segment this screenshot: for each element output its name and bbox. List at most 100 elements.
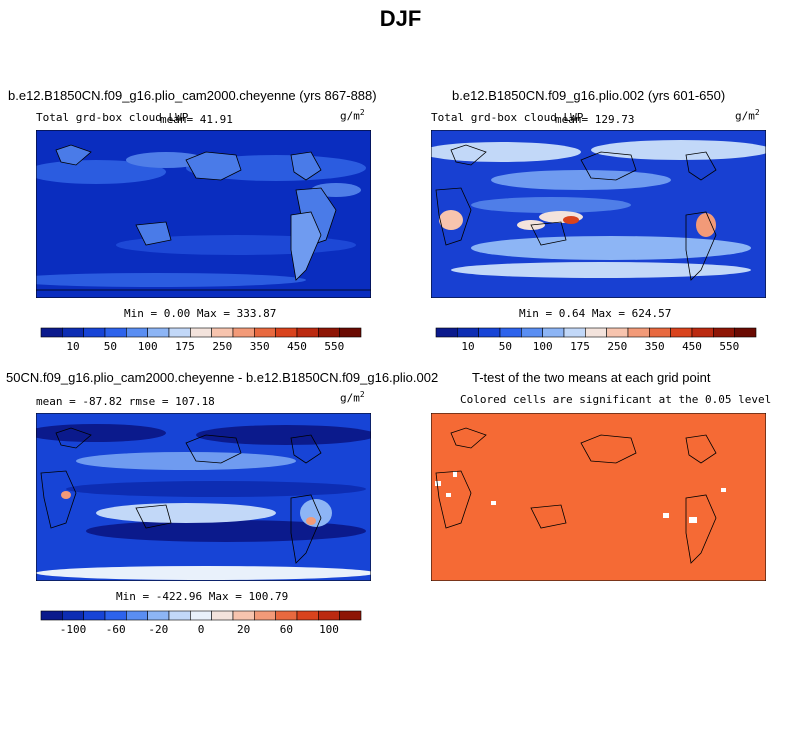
panel-3-minmax: Min = -422.96 Max = 100.79	[116, 590, 289, 603]
panel-1-australia	[135, 221, 172, 246]
panel-2-south-america	[685, 211, 717, 281]
panel-3-colorbar-swatch	[147, 610, 170, 621]
panel-1-map	[36, 130, 371, 298]
panel-1-colorbar-swatch	[318, 327, 340, 338]
panel-2-asia-east	[450, 144, 487, 166]
panel-2-colorbar-swatch	[478, 327, 501, 338]
panel-2-colorbar-swatch	[627, 327, 650, 338]
panel-2-continents	[435, 144, 717, 281]
panel-1-colorbar-tick-label: 450	[287, 340, 307, 353]
panel-4-title: T-test of the two means at each grid poi…	[472, 370, 711, 385]
panel-4-significance-field	[431, 413, 766, 581]
panel-3-africa	[40, 470, 77, 529]
panel-1-south-america	[290, 211, 322, 281]
panel-3-colorbar-tick-label: 60	[280, 623, 293, 636]
panel-3-asia-east	[55, 427, 92, 449]
panel-2-colorbar-tick-label: 100	[533, 340, 553, 353]
panel-4-south-america	[685, 494, 717, 564]
panel-2-australia	[530, 221, 567, 246]
panel-1-colorbar-swatch	[62, 327, 84, 338]
panel-3-colorbar: -100 -60 -20 0 20 60 100	[40, 610, 362, 636]
panel-1-colorbar-swatch	[232, 327, 255, 338]
panel-3-europe	[290, 434, 322, 464]
panel-1-minmax: Min = 0.00 Max = 333.87	[124, 307, 277, 320]
panel-3-colorbar-tick-label: -60	[106, 623, 126, 636]
panel-1-title: b.e12.B1850CN.f09_g16.plio_cam2000.cheye…	[8, 88, 377, 103]
panel-3-colorbar-swatch	[168, 610, 191, 621]
panel-4-australia	[530, 504, 567, 529]
panel-1-mean: mean= 41.91	[160, 113, 233, 126]
panel-1-europe	[290, 151, 322, 181]
panel-3-colorbar-tick-label: 20	[237, 623, 250, 636]
panel-2-colorbar-tick-label: 550	[719, 340, 739, 353]
panel-1-colorbar-tick-label: 350	[250, 340, 270, 353]
panel-3-title: 50CN.f09_g16.plio_cam2000.cheyenne - b.e…	[6, 370, 439, 385]
panel-3-colorbar-swatch	[83, 610, 106, 621]
panel-3-stats: mean = -87.82 rmse = 107.18	[36, 395, 215, 408]
panel-1-colorbar-swatch	[296, 327, 319, 338]
panel-3-australia	[135, 504, 172, 529]
panel-2-colorbar-tick-label: 250	[607, 340, 627, 353]
panel-2-colorbar-swatch	[521, 327, 543, 338]
panel-3-colorbar-tick-label: -20	[148, 623, 168, 636]
panel-2-colorbar-swatch	[606, 327, 629, 338]
panel-2-cloud-bands	[431, 140, 766, 278]
panel-3-colorbar-tick-label: 0	[198, 623, 205, 636]
panel-3-south-america	[290, 494, 322, 564]
panel-1-colorbar-tick-label: 100	[138, 340, 158, 353]
panel-3-colorbar-swatch	[126, 610, 148, 621]
panel-2-colorbar-tick-label: 350	[645, 340, 665, 353]
panel-4-europe	[685, 434, 717, 464]
panel-1-colorbar-swatch	[40, 327, 63, 338]
panel-4-continents	[435, 427, 717, 564]
panel-1-colorbar-tick-label: 50	[104, 340, 117, 353]
panel-2-map	[431, 130, 766, 298]
panel-4-map	[431, 413, 766, 581]
panel-1-colorbar-swatch	[83, 327, 106, 338]
panel-2-north-america	[580, 151, 637, 181]
panel-1-colorbar-swatch	[104, 327, 127, 338]
panel-2-colorbar-swatch	[499, 327, 522, 338]
panel-2-colorbar-tick-label: 175	[570, 340, 590, 353]
panel-2-colorbar-tick-label: 450	[682, 340, 702, 353]
panel-1-colorbar-tick-label: 10	[66, 340, 79, 353]
panel-3-units: g/m2	[340, 390, 365, 405]
panel-2-colorbar-swatch	[713, 327, 735, 338]
panel-4-asia-east	[450, 427, 487, 449]
panel-2-colorbar-swatch	[691, 327, 714, 338]
panel-4-insignificant-cells	[435, 471, 726, 523]
panel-2-colorbar-swatch	[734, 327, 757, 338]
panel-3-map	[36, 413, 371, 581]
panel-2-minmax: Min = 0.64 Max = 624.57	[519, 307, 672, 320]
panel-1-colorbar-swatch	[126, 327, 148, 338]
panel-1-colorbar: 10 50 100 175 250 350 450 550	[40, 327, 362, 353]
panel-1-colorbar-tick-label: 550	[324, 340, 344, 353]
panel-1-colorbar-swatch	[275, 327, 298, 338]
panel-4-north-america	[580, 434, 637, 464]
panel-3-colorbar-tick-label: 100	[319, 623, 339, 636]
panel-1-asia-east	[55, 144, 92, 166]
panel-2-colorbar-tick-label: 50	[499, 340, 512, 353]
panel-3-colorbar-swatch	[104, 610, 127, 621]
panel-1-antarctica	[36, 289, 371, 298]
panel-3-colorbar-swatch	[232, 610, 255, 621]
panel-3-colorbar-swatch	[296, 610, 319, 621]
panel-2-var-label: Total grd-box cloud LWP	[431, 111, 584, 124]
panel-3-colorbar-swatch	[254, 610, 276, 621]
panel-1-cloud-bands	[36, 152, 366, 287]
panel-3-colorbar-swatch	[190, 610, 212, 621]
panel-3-colorbar-swatch	[318, 610, 340, 621]
panel-2-colorbar: 10 50 100 175 250 350 450 550	[435, 327, 757, 353]
panel-1-colorbar-swatch	[168, 327, 191, 338]
panel-2-units: g/m2	[735, 108, 760, 123]
panel-1-units: g/m2	[340, 108, 365, 123]
panel-3-colorbar-swatch	[211, 610, 234, 621]
panel-1-colorbar-swatch	[339, 327, 362, 338]
panel-4-africa	[435, 470, 472, 529]
panel-1-colorbar-tick-label: 175	[175, 340, 195, 353]
panel-1-colorbar-swatch	[254, 327, 276, 338]
panel-2-colorbar-swatch	[563, 327, 586, 338]
panel-1-var-label: Total grd-box cloud LWP	[36, 111, 189, 124]
panel-3-colorbar-swatch	[40, 610, 63, 621]
panel-3-colorbar-swatch	[339, 610, 362, 621]
